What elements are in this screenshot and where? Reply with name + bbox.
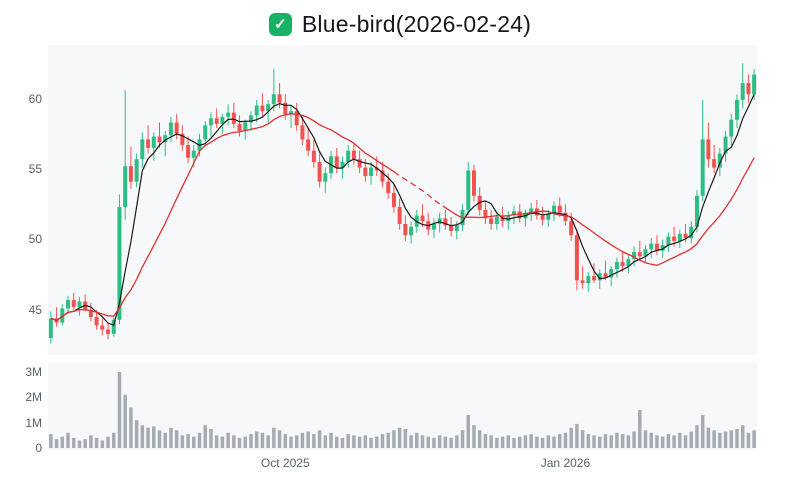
price-axis-label: 60: [28, 91, 42, 106]
x-axis-label: Jan 2026: [540, 456, 591, 470]
candlestick-chart[interactable]: [48, 45, 757, 355]
price-axis-label: 55: [28, 162, 42, 176]
price-axis-label: 50: [28, 232, 42, 247]
volume-bars-chart[interactable]: [48, 362, 757, 450]
chart-title-row: ✓ Blue-bird(2026-02-24): [0, 6, 800, 42]
series-checkbox-icon[interactable]: ✓: [268, 12, 292, 36]
volume-axis-label: 1M: [25, 415, 42, 430]
volume-chart-panel[interactable]: [48, 362, 757, 450]
volume-axis-label: 3M: [25, 365, 42, 379]
chart-title: Blue-bird(2026-02-24): [301, 10, 532, 37]
volume-axis-label: 0: [35, 441, 42, 455]
price-axis-label: 45: [28, 302, 42, 317]
volume-axis-label: 2M: [25, 390, 42, 405]
price-chart-panel[interactable]: [48, 45, 757, 355]
x-axis-label: Oct 2025: [260, 456, 310, 470]
